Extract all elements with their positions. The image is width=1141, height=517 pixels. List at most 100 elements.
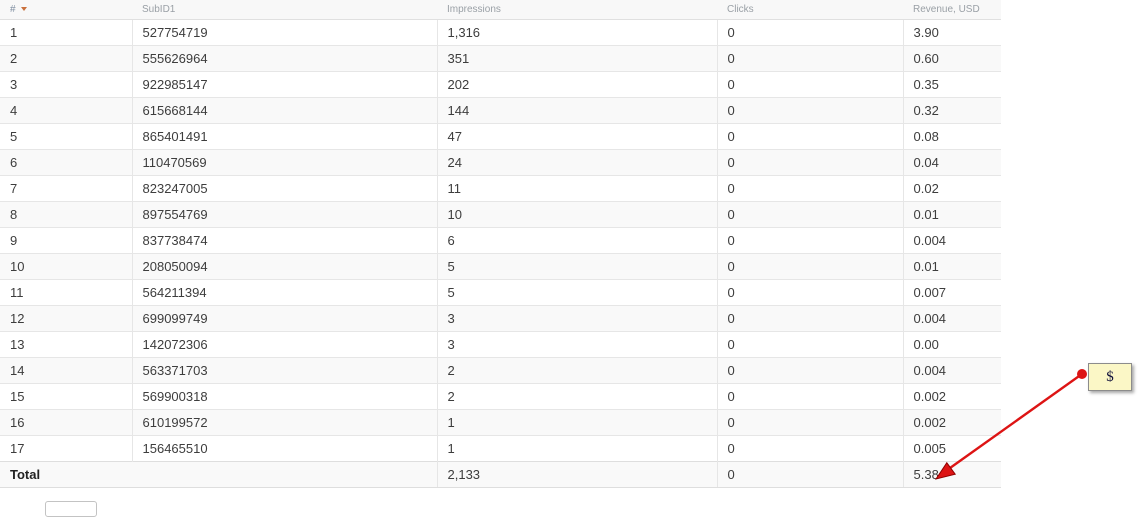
column-header-impressions[interactable]: Impressions bbox=[437, 0, 717, 20]
cell-revenue: 0.01 bbox=[902, 201, 1001, 228]
table-row: 15 569900318 2 0 0.002 bbox=[0, 383, 1001, 410]
table-row: 4 615668144 144 0 0.32 bbox=[0, 97, 1001, 124]
cell-impressions: 47 bbox=[436, 123, 717, 150]
cell-index: 11 bbox=[0, 279, 132, 306]
table-row: 14 563371703 2 0 0.004 bbox=[0, 357, 1001, 384]
cell-clicks: 0 bbox=[716, 357, 903, 384]
cell-impressions: 1 bbox=[436, 409, 717, 436]
cell-impressions: 3 bbox=[436, 331, 717, 358]
table-body: 1 527754719 1,316 0 3.90 2 555626964 351… bbox=[0, 19, 1001, 462]
cell-impressions: 1 bbox=[436, 435, 717, 462]
cell-revenue: 0.004 bbox=[902, 227, 1001, 254]
cell-clicks: 0 bbox=[716, 45, 903, 72]
cell-subid1: 569900318 bbox=[131, 383, 437, 410]
cell-impressions: 3 bbox=[436, 305, 717, 332]
cell-impressions: 351 bbox=[436, 45, 717, 72]
column-header-subid1[interactable]: SubID1 bbox=[132, 0, 437, 20]
cell-clicks: 0 bbox=[716, 305, 903, 332]
bottom-partial-control[interactable] bbox=[45, 501, 97, 517]
cell-clicks: 0 bbox=[716, 97, 903, 124]
table-row: 6 110470569 24 0 0.04 bbox=[0, 149, 1001, 176]
cell-impressions: 24 bbox=[436, 149, 717, 176]
cell-revenue: 0.002 bbox=[902, 383, 1001, 410]
cell-revenue: 0.60 bbox=[902, 45, 1001, 72]
cell-clicks: 0 bbox=[716, 279, 903, 306]
cell-revenue: 0.005 bbox=[902, 435, 1001, 462]
cell-subid1: 897554769 bbox=[131, 201, 437, 228]
total-clicks-cell: 0 bbox=[716, 461, 903, 488]
table-row: 1 527754719 1,316 0 3.90 bbox=[0, 19, 1001, 46]
sort-desc-icon bbox=[20, 7, 27, 12]
cell-revenue: 3.90 bbox=[902, 19, 1001, 46]
annotation-note: $ bbox=[1088, 363, 1132, 391]
cell-revenue: 0.08 bbox=[902, 123, 1001, 150]
table-row: 3 922985147 202 0 0.35 bbox=[0, 71, 1001, 98]
table-footer: Total 2,133 0 5.38 bbox=[0, 461, 1001, 488]
table-row: 12 699099749 3 0 0.004 bbox=[0, 305, 1001, 332]
cell-subid1: 837738474 bbox=[131, 227, 437, 254]
cell-impressions: 144 bbox=[436, 97, 717, 124]
table-header-row: # SubID1 Impressions Clicks Revenue, USD bbox=[0, 0, 1001, 20]
cell-clicks: 0 bbox=[716, 435, 903, 462]
cell-index: 5 bbox=[0, 123, 132, 150]
cell-index: 12 bbox=[0, 305, 132, 332]
total-revenue-cell: 5.38 bbox=[902, 461, 1001, 488]
cell-impressions: 1,316 bbox=[436, 19, 717, 46]
cell-clicks: 0 bbox=[716, 409, 903, 436]
cell-clicks: 0 bbox=[716, 227, 903, 254]
table-row: 13 142072306 3 0 0.00 bbox=[0, 331, 1001, 358]
cell-revenue: 0.00 bbox=[902, 331, 1001, 358]
cell-clicks: 0 bbox=[716, 175, 903, 202]
cell-revenue: 0.02 bbox=[902, 175, 1001, 202]
cell-impressions: 11 bbox=[436, 175, 717, 202]
cell-index: 8 bbox=[0, 201, 132, 228]
cell-impressions: 6 bbox=[436, 227, 717, 254]
cell-subid1: 564211394 bbox=[131, 279, 437, 306]
column-header-clicks[interactable]: Clicks bbox=[717, 0, 903, 20]
table-header: # SubID1 Impressions Clicks Revenue, USD bbox=[0, 0, 1001, 20]
cell-revenue: 0.007 bbox=[902, 279, 1001, 306]
cell-subid1: 156465510 bbox=[131, 435, 437, 462]
cell-index: 7 bbox=[0, 175, 132, 202]
cell-index: 6 bbox=[0, 149, 132, 176]
cell-index: 3 bbox=[0, 71, 132, 98]
cell-revenue: 0.002 bbox=[902, 409, 1001, 436]
total-label-cell: Total bbox=[0, 461, 437, 488]
cell-subid1: 699099749 bbox=[131, 305, 437, 332]
cell-subid1: 208050094 bbox=[131, 253, 437, 280]
column-header-index-label: # bbox=[10, 4, 16, 15]
cell-revenue: 0.004 bbox=[902, 357, 1001, 384]
annotation-note-text: $ bbox=[1106, 368, 1114, 385]
cell-subid1: 110470569 bbox=[131, 149, 437, 176]
cell-index: 17 bbox=[0, 435, 132, 462]
cell-revenue: 0.004 bbox=[902, 305, 1001, 332]
table-row: 11 564211394 5 0 0.007 bbox=[0, 279, 1001, 306]
cell-subid1: 555626964 bbox=[131, 45, 437, 72]
cell-clicks: 0 bbox=[716, 71, 903, 98]
cell-index: 16 bbox=[0, 409, 132, 436]
column-header-revenue[interactable]: Revenue, USD bbox=[903, 0, 1001, 20]
cell-clicks: 0 bbox=[716, 253, 903, 280]
cell-subid1: 865401491 bbox=[131, 123, 437, 150]
cell-revenue: 0.01 bbox=[902, 253, 1001, 280]
cell-clicks: 0 bbox=[716, 19, 903, 46]
cell-clicks: 0 bbox=[716, 201, 903, 228]
cell-index: 9 bbox=[0, 227, 132, 254]
cell-impressions: 2 bbox=[436, 357, 717, 384]
cell-index: 15 bbox=[0, 383, 132, 410]
cell-subid1: 527754719 bbox=[131, 19, 437, 46]
cell-impressions: 5 bbox=[436, 279, 717, 306]
cell-revenue: 0.35 bbox=[902, 71, 1001, 98]
cell-index: 10 bbox=[0, 253, 132, 280]
cell-index: 13 bbox=[0, 331, 132, 358]
table-row: 9 837738474 6 0 0.004 bbox=[0, 227, 1001, 254]
cell-subid1: 922985147 bbox=[131, 71, 437, 98]
total-impressions-cell: 2,133 bbox=[436, 461, 717, 488]
table-row: 2 555626964 351 0 0.60 bbox=[0, 45, 1001, 72]
cell-clicks: 0 bbox=[716, 331, 903, 358]
column-header-index[interactable]: # bbox=[0, 0, 132, 20]
total-row: Total 2,133 0 5.38 bbox=[0, 461, 1001, 488]
cell-clicks: 0 bbox=[716, 123, 903, 150]
table-row: 5 865401491 47 0 0.08 bbox=[0, 123, 1001, 150]
cell-index: 14 bbox=[0, 357, 132, 384]
